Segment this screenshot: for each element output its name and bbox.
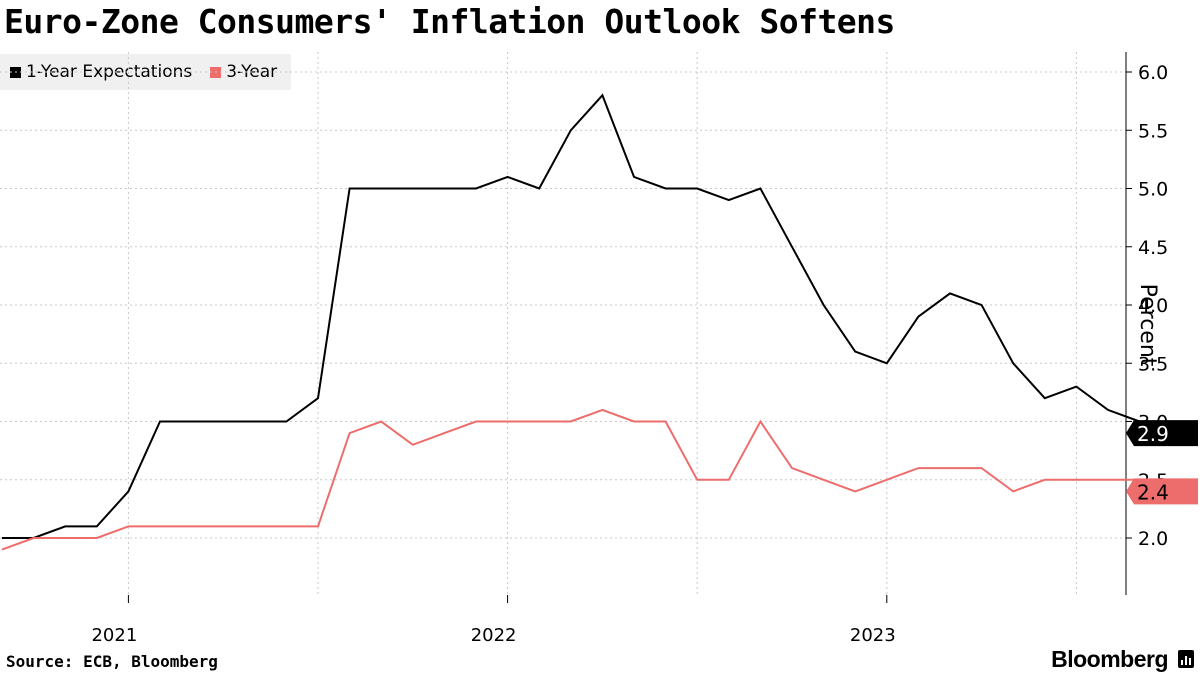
y-axis-label: Percent (1135, 283, 1160, 367)
series-line-3-year (1, 408, 1172, 551)
x-tick-label: 2023 (850, 625, 896, 646)
y-tick-label: 4.5 (1138, 237, 1168, 259)
chart-title: Euro-Zone Consumers' Inflation Outlook S… (4, 2, 895, 41)
y-tick-label: 6.0 (1138, 62, 1168, 84)
bloomberg-icon (1178, 650, 1194, 668)
y-tick-label: 5.0 (1138, 179, 1168, 201)
y-tick-label: 5.5 (1138, 120, 1168, 142)
x-tick-label: 2022 (471, 625, 517, 646)
x-tick-label: 2021 (91, 625, 137, 646)
last-value-tag-1-year (1126, 420, 1198, 447)
y-tick-label: 4.0 (1138, 295, 1168, 317)
source-note: Source: ECB, Bloomberg (6, 652, 218, 671)
last-value-tag-3-year (1126, 478, 1198, 505)
last-value-label-1-year: 2.9 (1137, 422, 1169, 446)
series-line-1-year (2, 93, 1172, 539)
last-value-label-3-year: 2.4 (1137, 480, 1169, 504)
legend-label-1-year: 1-Year Expectations (26, 62, 193, 82)
y-tick-label: 3.5 (1138, 353, 1168, 375)
brand-logo: Bloomberg (1051, 646, 1168, 672)
y-tick-label: 2.0 (1138, 528, 1168, 550)
